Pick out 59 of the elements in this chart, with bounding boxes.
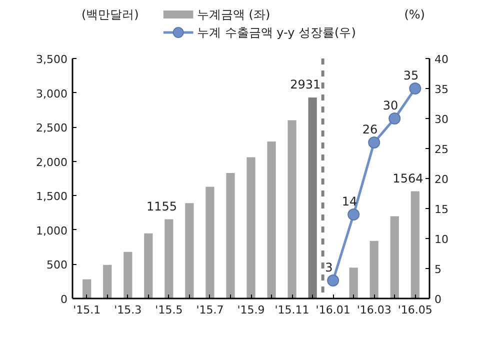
y2-tick-label: 40 — [434, 53, 448, 66]
x-tick-label: '15.5 — [155, 304, 183, 316]
x-tick-label: '16.05 — [398, 304, 432, 316]
legend-label: 누계금액 (좌) — [196, 8, 270, 22]
data-label: 3 — [325, 260, 333, 274]
bar — [246, 157, 256, 298]
x-tick-label: '16.01 — [316, 304, 350, 316]
x-tick-label: '15.9 — [237, 304, 265, 316]
y-tick-label: 500 — [46, 258, 68, 272]
data-label: 2931 — [290, 78, 321, 92]
data-label: 30 — [382, 98, 398, 112]
x-tick-label: '15.3 — [114, 304, 142, 316]
y2-tick-label: 25 — [434, 143, 448, 156]
point — [388, 112, 401, 124]
bar — [288, 120, 296, 298]
bar — [124, 252, 132, 298]
x-tick-label: '15.7 — [196, 304, 224, 316]
y-tick-label: 3,500 — [36, 53, 68, 66]
y-tick-label: 3,000 — [36, 87, 68, 100]
point — [327, 274, 340, 286]
y2-tick-label: 15 — [434, 203, 448, 216]
bar — [226, 173, 235, 298]
y2-tick-label: 20 — [434, 173, 448, 186]
data-label: 14 — [342, 194, 358, 208]
x-tick-label: '15.1 — [73, 304, 101, 316]
data-label: 35 — [403, 68, 419, 82]
bar — [144, 233, 153, 298]
bar — [164, 219, 174, 298]
bar — [349, 268, 358, 298]
bar — [370, 240, 378, 298]
y-tick-label: 2,500 — [36, 122, 68, 135]
point — [348, 208, 360, 220]
bar — [390, 216, 399, 298]
point — [409, 82, 422, 94]
bar — [308, 98, 317, 298]
legend-label: 누계 수출금액 y-y 성장률(우) — [196, 26, 356, 40]
y2-tick-label: 5 — [434, 263, 442, 276]
y2-tick-label: 30 — [434, 113, 448, 126]
y-axis-title: (백만달러) — [81, 8, 139, 22]
y2-tick-label: 0 — [434, 293, 442, 306]
y2-tick-label: 10 — [434, 233, 448, 246]
y-tick-label: 1,000 — [36, 224, 68, 238]
bar — [82, 279, 92, 298]
bar — [103, 264, 112, 298]
bar — [185, 203, 194, 298]
bar — [206, 186, 214, 298]
data-label: 26 — [362, 122, 378, 136]
bar — [410, 191, 420, 298]
data-label: 1155 — [146, 199, 178, 214]
x-tick-label: '15.11 — [274, 304, 310, 316]
y-tick-label: 0 — [60, 293, 68, 306]
y2-axis-title: (%) — [404, 8, 425, 22]
y-tick-label: 2,000 — [36, 156, 68, 169]
bar — [267, 141, 276, 298]
y-tick-label: 1,500 — [36, 190, 68, 204]
x-tick-label: '16.03 — [356, 304, 392, 316]
point — [368, 136, 380, 148]
y2-tick-label: 35 — [434, 83, 448, 96]
data-label: 1564 — [392, 171, 424, 186]
